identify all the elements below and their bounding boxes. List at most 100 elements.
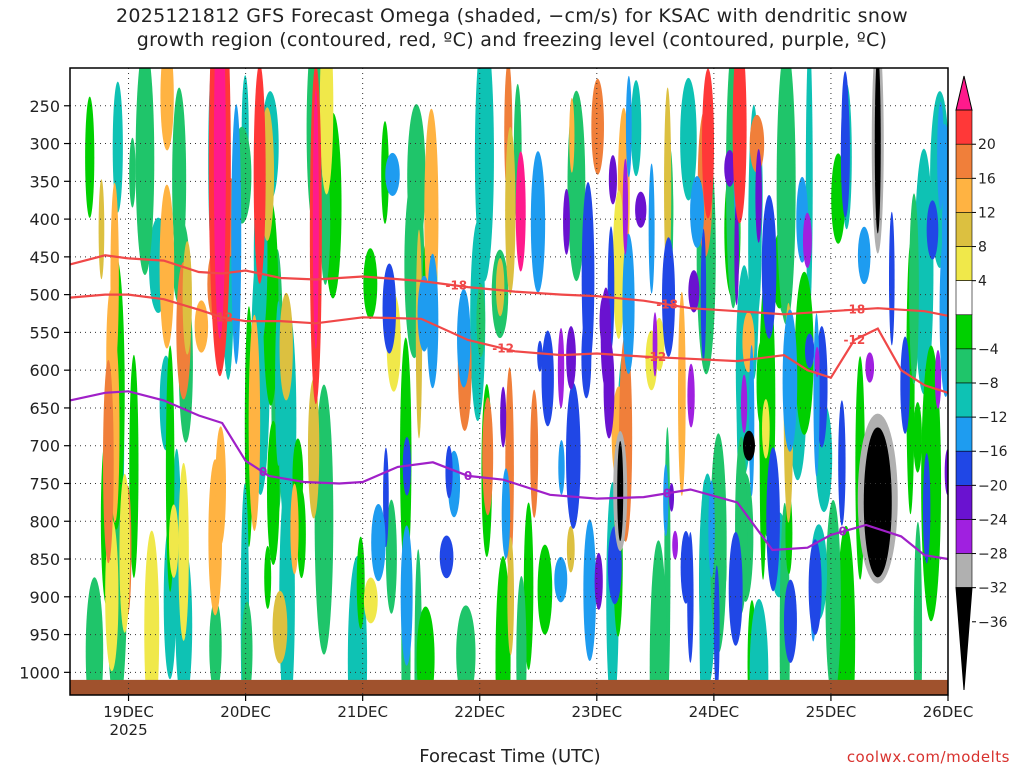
omega-cell [523, 502, 534, 670]
omega-cell [664, 87, 672, 288]
colorbar-swatch [955, 212, 973, 247]
omega-cell [583, 519, 597, 662]
y-tick-label: 500 [29, 286, 60, 305]
y-tick-label: 250 [29, 97, 60, 116]
omega-cell [687, 363, 695, 428]
x-tick-label: 19DEC [103, 703, 154, 721]
y-tick-label: 700 [29, 437, 60, 456]
x-tick-label: 22DEC [454, 703, 505, 721]
omega-cell [865, 352, 875, 383]
colorbar-label: −32 [978, 581, 1008, 597]
omega-cell [804, 333, 815, 369]
omega-cell [363, 248, 378, 320]
omega-cell [385, 499, 397, 614]
omega-cell [687, 532, 694, 663]
omega-cell [319, 68, 334, 195]
omega-cell [612, 190, 625, 339]
omega-cell [516, 576, 527, 695]
x-tick-label: 20DEC [220, 703, 271, 721]
colorbar-swatch [955, 519, 973, 554]
omega-cell [253, 68, 266, 284]
dgz-top-contour [69, 254, 949, 317]
dgz-bottom-contour-label: -12 [844, 333, 866, 347]
x-tick-sublabel: 2025 [109, 721, 147, 739]
omega-cell [144, 530, 160, 695]
y-tick-label: 750 [29, 474, 60, 493]
y-tick-label: 1000 [19, 663, 60, 682]
omega-cell [625, 75, 632, 178]
omega-cell [182, 241, 192, 355]
freezing-level-contour-label: 0 [663, 486, 671, 500]
y-tick-label: 450 [29, 248, 60, 267]
omega-cell [416, 606, 435, 695]
chart-title: 2025121812 GFS Forecast Omega (shaded, −… [0, 4, 1024, 52]
omega-cell [231, 104, 242, 365]
omega-cell [495, 258, 505, 317]
omega-cell [600, 287, 612, 389]
y-tick-label: 650 [29, 399, 60, 418]
omega-cell [937, 124, 948, 195]
omega-cell [112, 81, 123, 213]
omega-cell [913, 521, 923, 695]
colorbar-label: −12 [978, 410, 1008, 426]
omega-cell [381, 121, 389, 224]
y-tick-label: 850 [29, 550, 60, 569]
omega-cell [530, 151, 546, 293]
omega-cell [541, 330, 554, 427]
omega-shading [70, 68, 948, 695]
omega-cell [748, 344, 755, 497]
omega-cell [669, 483, 675, 512]
x-axis-label: Forecast Time (UTC) [419, 746, 601, 767]
omega-cell [581, 316, 592, 399]
omega-cell [557, 328, 565, 409]
omega-cell [98, 179, 105, 280]
colorbar-swatch [955, 246, 973, 281]
colorbar-swatch [955, 416, 973, 452]
omega-cell [874, 68, 881, 234]
omega-cell [135, 68, 155, 275]
colorbar-bottom-arrow [955, 587, 973, 691]
omega-cell [591, 78, 604, 175]
colorbar-swatch [955, 485, 973, 520]
colorbar-label: −4 [978, 342, 999, 358]
omega-cell [248, 314, 261, 532]
colorbar-swatch [955, 143, 973, 179]
omega-cell [622, 233, 635, 374]
omega-cell [742, 430, 755, 461]
omega-cell [863, 427, 892, 578]
x-tick-label: 21DEC [337, 703, 388, 721]
freezing-level-contour [69, 390, 949, 561]
omega-cell [672, 530, 678, 560]
omega-cell [554, 556, 568, 603]
omega-cell [85, 577, 104, 695]
colorbar-label: −16 [978, 444, 1008, 460]
credit-text: coolwx.com/modelts [846, 748, 1010, 766]
omega-cell [445, 445, 453, 499]
omega-cell [129, 137, 136, 208]
dgz-bottom-contour [69, 293, 949, 394]
omega-cell [566, 326, 576, 390]
chart-title-line2: growth region (contoured, red, ºC) and f… [136, 29, 888, 51]
x-tick-label: 25DEC [806, 703, 857, 721]
y-tick-label: 600 [29, 361, 60, 380]
omega-cell [749, 599, 769, 695]
omega-cell [761, 195, 777, 339]
omega-cell [934, 349, 942, 409]
colorbar-label: 4 [978, 274, 987, 290]
freezing-level-contour-label: 0 [838, 525, 846, 539]
omega-cell [802, 212, 812, 268]
omega-cell [840, 85, 850, 218]
x-tick-label: 24DEC [689, 703, 740, 721]
colorbar-label: 16 [978, 171, 996, 187]
omega-cell [209, 599, 222, 693]
y-tick-label: 400 [29, 210, 60, 229]
omega-cell [838, 400, 846, 526]
omega-cell [724, 149, 736, 187]
omega-cell [617, 441, 624, 542]
omega-cell [922, 453, 931, 564]
dgz-top-contour-label: -18 [656, 297, 678, 311]
omega-cell [888, 211, 895, 346]
colorbar-swatch [955, 450, 973, 486]
omega-cell [649, 540, 668, 695]
